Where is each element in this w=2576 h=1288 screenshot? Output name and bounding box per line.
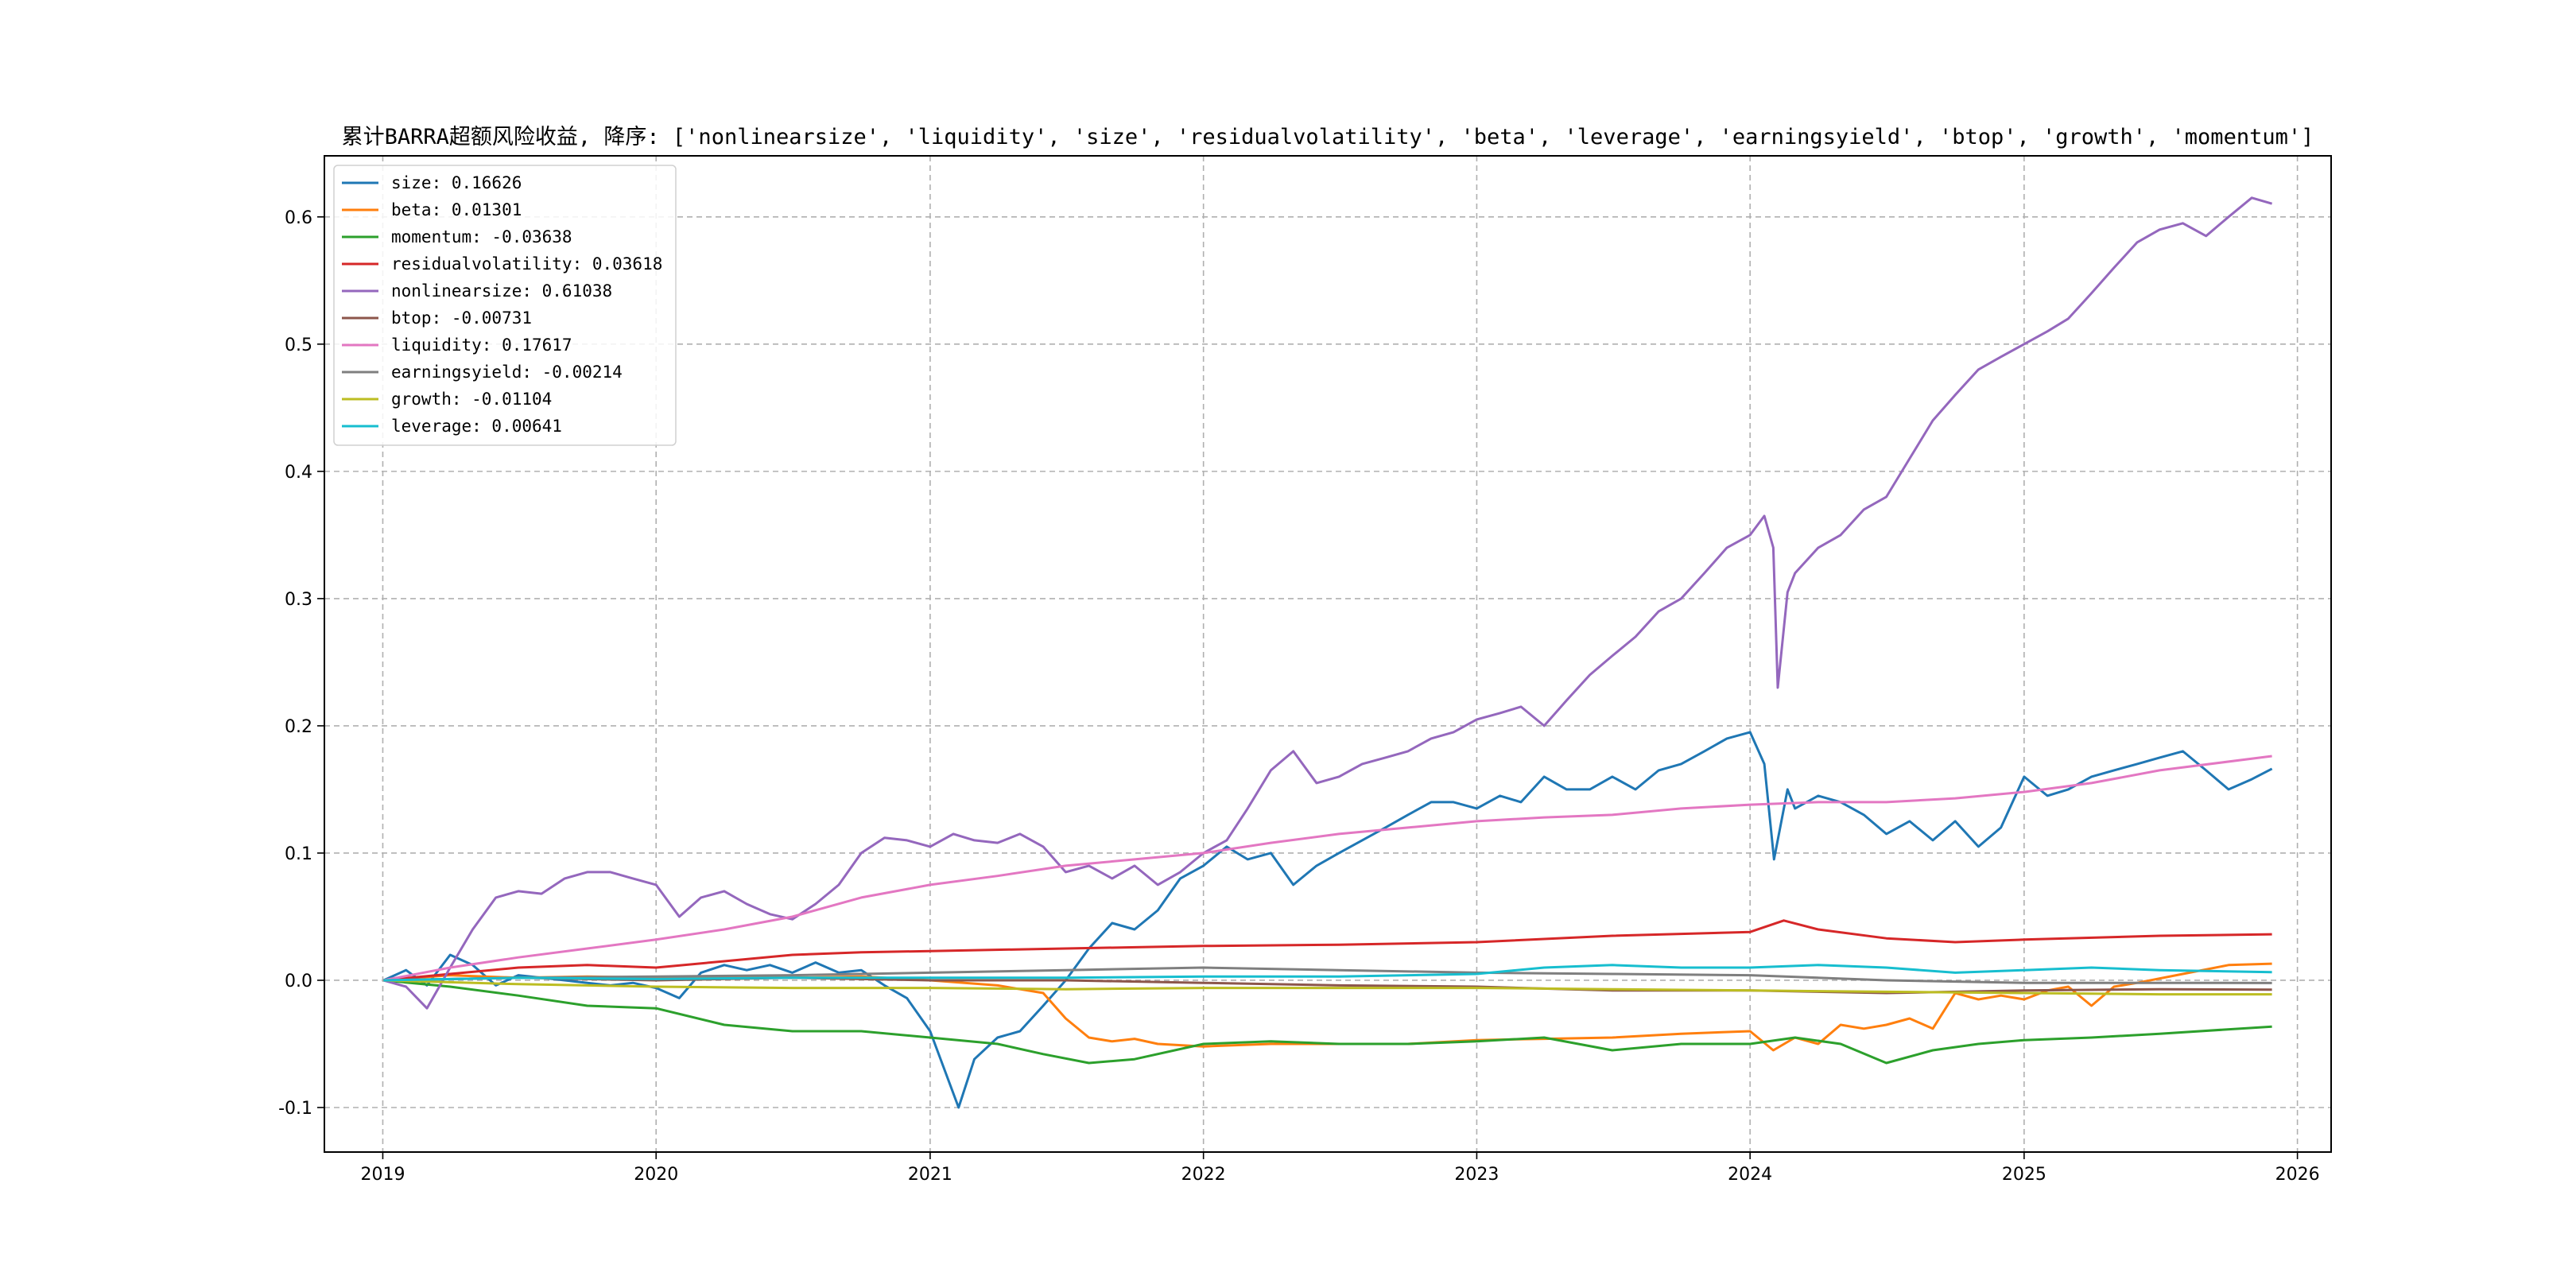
legend-label-nonlinearsize: nonlinearsize: 0.61038 [391,281,612,301]
series-line-momentum [383,979,2272,1065]
y-tick-label: 0.6 [285,208,312,228]
y-tick-label: -0.1 [278,1099,312,1119]
x-tick-label: 2021 [908,1165,952,1185]
y-tick-label: 0.5 [285,336,312,355]
series-line-nonlinearsize [382,196,2273,1010]
x-tick-label: 2026 [2275,1165,2320,1185]
x-tick-label: 2025 [2002,1165,2046,1185]
x-tick-label: 2022 [1181,1165,1226,1185]
legend-label-liquidity: liquidity: 0.17617 [391,336,572,355]
plot-area-frame [324,155,2332,1153]
legend-label-momentum: momentum: -0.03638 [391,227,572,246]
x-tick-label: 2019 [360,1165,405,1185]
series-line-leverage [383,964,2272,982]
x-tick-label: 2024 [1728,1165,1772,1185]
legend-box [333,165,677,446]
legend-label-leverage: leverage: 0.00641 [391,417,562,436]
legend: size: 0.16626 beta: 0.01301 momentum: -0.0… [333,165,677,446]
series-line-size [382,731,2273,1109]
legend-label-size: size: 0.16626 [391,173,522,192]
y-tick-label: 0.2 [285,717,312,737]
legend-label-earningsyield: earningsyield: -0.00214 [391,363,623,382]
y-tick-label: 0.4 [285,463,312,483]
series-line-earningsyield [383,966,2272,984]
series-line-growth [383,979,2272,996]
grid [324,156,2331,1152]
y-tick-label: 0.0 [285,972,312,991]
series-lines [382,196,2273,1109]
axes: 2019 2020 2021 2022 2023 2024 2025 2026 -0.1 0.0 0… [278,208,2320,1185]
legend-label-beta: beta: 0.01301 [391,200,522,219]
x-tick-label: 2020 [634,1165,678,1185]
x-tick-label: 2023 [1454,1165,1499,1185]
legend-label-btop: btop: -0.00731 [391,308,532,328]
legend-label-growth: growth: -0.01104 [391,390,552,409]
y-tick-label: 0.1 [285,844,312,864]
chart-title: 累计BARRA超额风险收益, 降序: ['nonlinearsize', 'li… [342,125,2314,149]
series-line-residualvolatility [383,919,2272,982]
legend-label-residualvolatility: residualvolatility: 0.03618 [391,254,662,274]
y-tick-label: 0.3 [285,590,312,610]
series-line-liquidity [383,755,2272,982]
